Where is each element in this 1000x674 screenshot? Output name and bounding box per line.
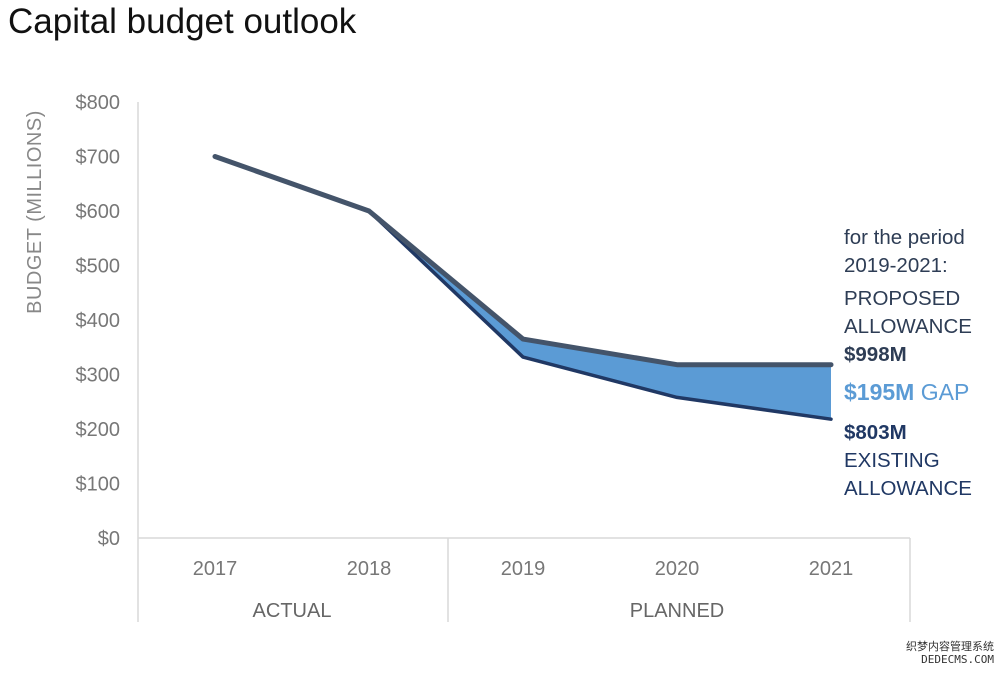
- y-tick-label: $100: [76, 474, 121, 496]
- proposed-line-1: PROPOSED: [844, 287, 961, 310]
- y-tick-label: $800: [76, 92, 121, 114]
- x-tick-label: 2018: [347, 558, 392, 580]
- x-tick-label: 2017: [193, 558, 238, 580]
- x-group-label: PLANNED: [630, 600, 724, 622]
- chart-axes: [137, 102, 911, 622]
- existing-value: $803M: [844, 421, 907, 444]
- gap-area: [215, 156, 831, 420]
- x-tick-label: 2019: [501, 558, 546, 580]
- x-tick-label: 2021: [809, 558, 854, 580]
- y-tick-label: $300: [76, 365, 121, 387]
- y-tick-label: $200: [76, 419, 121, 441]
- x-group-label: ACTUAL: [253, 600, 332, 622]
- chart-title: Capital budget outlook: [8, 2, 357, 41]
- watermark-line-1: 织梦内容管理系统: [906, 640, 994, 653]
- watermark: 织梦内容管理系统 DEDECMS.COM: [906, 640, 994, 666]
- existing-line-1: EXISTING: [844, 449, 940, 472]
- gap-value: $195M: [844, 379, 915, 405]
- watermark-line-2: DEDECMS.COM: [921, 653, 994, 666]
- proposed-line-2: ALLOWANCE: [844, 315, 972, 338]
- y-tick-label: $500: [76, 256, 121, 278]
- period-annotation: for the period 2019-2021:: [844, 224, 965, 280]
- existing-line-2: ALLOWANCE: [844, 477, 972, 500]
- gap-label: GAP: [920, 379, 970, 405]
- proposed-annotation: PROPOSED ALLOWANCE $998M: [844, 285, 972, 369]
- chart-plot-area: [212, 154, 834, 421]
- period-line-2: 2019-2021:: [844, 254, 948, 277]
- proposed-value: $998M: [844, 343, 907, 366]
- gap-annotation: $195M GAP: [844, 378, 969, 406]
- existing-annotation: $803M EXISTING ALLOWANCE: [844, 419, 972, 503]
- proposed-allowance-line: [212, 154, 834, 368]
- y-tick-label: $0: [98, 528, 120, 550]
- y-tick-label: $600: [76, 201, 121, 223]
- chart-tick-labels: $0 $100 $200 $300 $400 $500 $600 $700 $800 BUDGET…: [24, 92, 853, 622]
- x-tick-label: 2020: [655, 558, 700, 580]
- y-axis-title: BUDGET (MILLIONS): [24, 110, 46, 314]
- y-tick-label: $400: [76, 310, 121, 332]
- period-line-1: for the period: [844, 226, 965, 249]
- y-tick-label: $700: [76, 147, 121, 169]
